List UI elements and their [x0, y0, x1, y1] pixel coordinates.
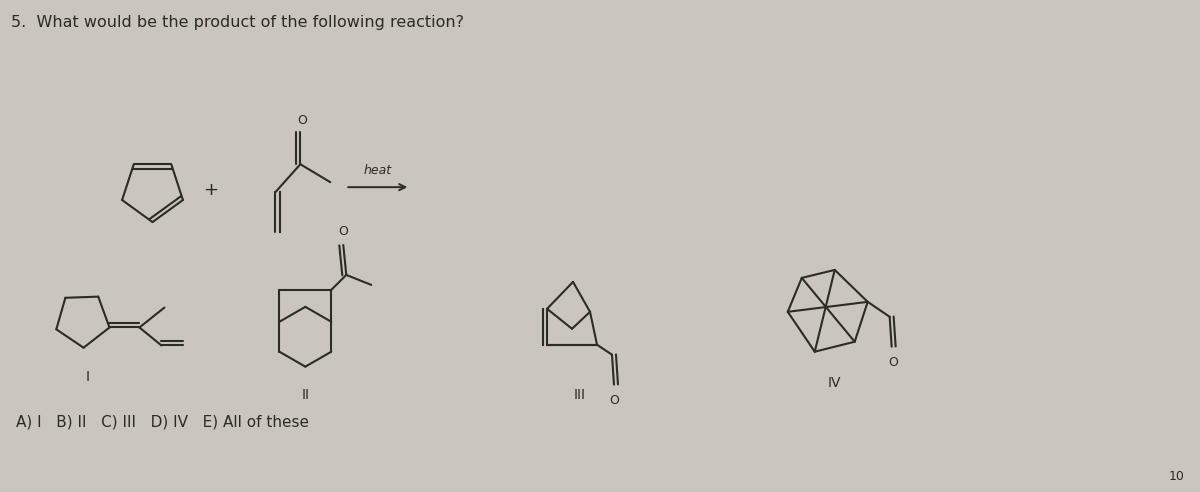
Text: heat: heat	[364, 164, 392, 177]
Text: 10: 10	[1169, 470, 1184, 483]
Text: IV: IV	[828, 375, 841, 390]
Text: O: O	[338, 225, 348, 238]
Text: O: O	[889, 356, 899, 369]
Text: 5.  What would be the product of the following reaction?: 5. What would be the product of the foll…	[11, 15, 463, 30]
Text: III: III	[574, 388, 586, 401]
Text: O: O	[610, 394, 619, 406]
Text: +: +	[203, 181, 218, 199]
Text: O: O	[298, 114, 307, 127]
Text: II: II	[301, 388, 310, 401]
Text: A) I   B) II   C) III   D) IV   E) All of these: A) I B) II C) III D) IV E) All of these	[16, 414, 308, 430]
Text: I: I	[85, 369, 90, 384]
